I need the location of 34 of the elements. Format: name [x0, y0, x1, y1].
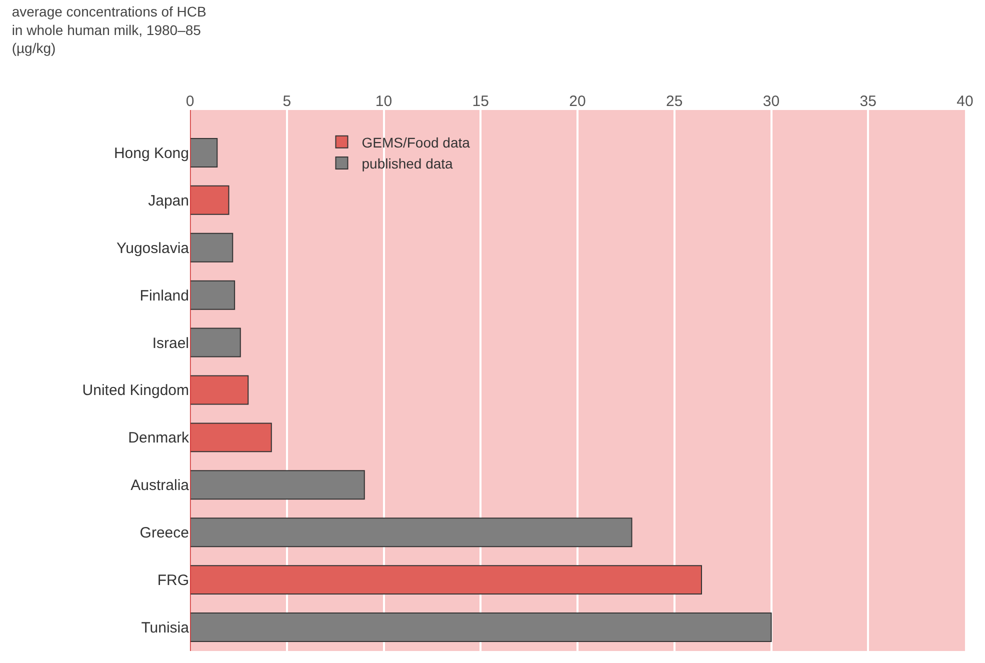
bar [190, 185, 230, 215]
bar [190, 375, 249, 405]
y-tick-label: Finland [140, 287, 189, 304]
bar [190, 470, 365, 500]
x-tick-label: 40 [956, 93, 974, 110]
bar [190, 612, 772, 642]
bar [190, 232, 234, 262]
y-tick-label: Hong Kong [114, 144, 189, 162]
x-tick-label: 5 [282, 93, 292, 110]
bar [190, 518, 632, 548]
bar [190, 280, 236, 310]
bar [190, 565, 702, 595]
x-tick-label: 30 [762, 93, 780, 110]
y-tick-label: Tunisia [141, 620, 190, 637]
y-tick-label: Australia [130, 477, 190, 494]
x-tick-label: 35 [860, 93, 876, 110]
y-tick-label: FRG [157, 572, 189, 590]
bar [190, 138, 218, 168]
y-tick-label: United Kingdom [82, 382, 189, 400]
x-tick-label: 20 [569, 93, 586, 110]
x-tick-label: 10 [375, 93, 392, 110]
chart-title: average concentrations of HCB in whole human milk, 1980–85 (µg/kg) [12, 4, 206, 56]
legend-label: published data [362, 155, 454, 172]
x-tick-label: 15 [472, 93, 489, 110]
x-tick-label: 25 [666, 93, 683, 110]
legend-label: GEMS/Food data [362, 134, 470, 150]
y-tick-label: Israel [152, 334, 189, 352]
y-tick-label: Greece [140, 524, 189, 542]
bar [190, 422, 272, 452]
bar [190, 328, 241, 358]
y-tick-label: Denmark [128, 430, 190, 447]
x-tick-label: 0 [186, 93, 194, 110]
y-tick-label: Yugoslavia [116, 240, 190, 257]
y-tick-label: Japan [148, 192, 189, 210]
